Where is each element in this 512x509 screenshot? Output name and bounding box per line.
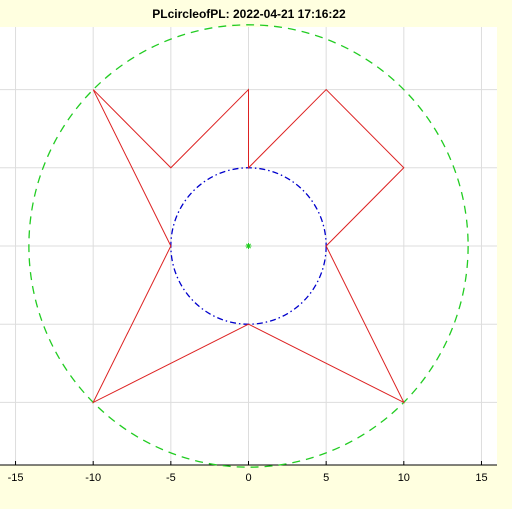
x-tick-label: 5 — [323, 472, 329, 484]
center-point — [245, 243, 252, 249]
chart-title: PLcircleofPL: 2022-04-21 17:16:22 — [152, 7, 346, 21]
x-tick-label: 15 — [475, 472, 487, 484]
x-tick-label: 10 — [398, 472, 410, 484]
circle — [28, 24, 469, 468]
x-tick-label: -15 — [8, 472, 24, 484]
polygon-line — [92, 88, 405, 404]
x-tick-label: -5 — [166, 472, 176, 484]
x-tick-label: 0 — [245, 472, 251, 484]
x-tick-label: -10 — [85, 472, 101, 484]
